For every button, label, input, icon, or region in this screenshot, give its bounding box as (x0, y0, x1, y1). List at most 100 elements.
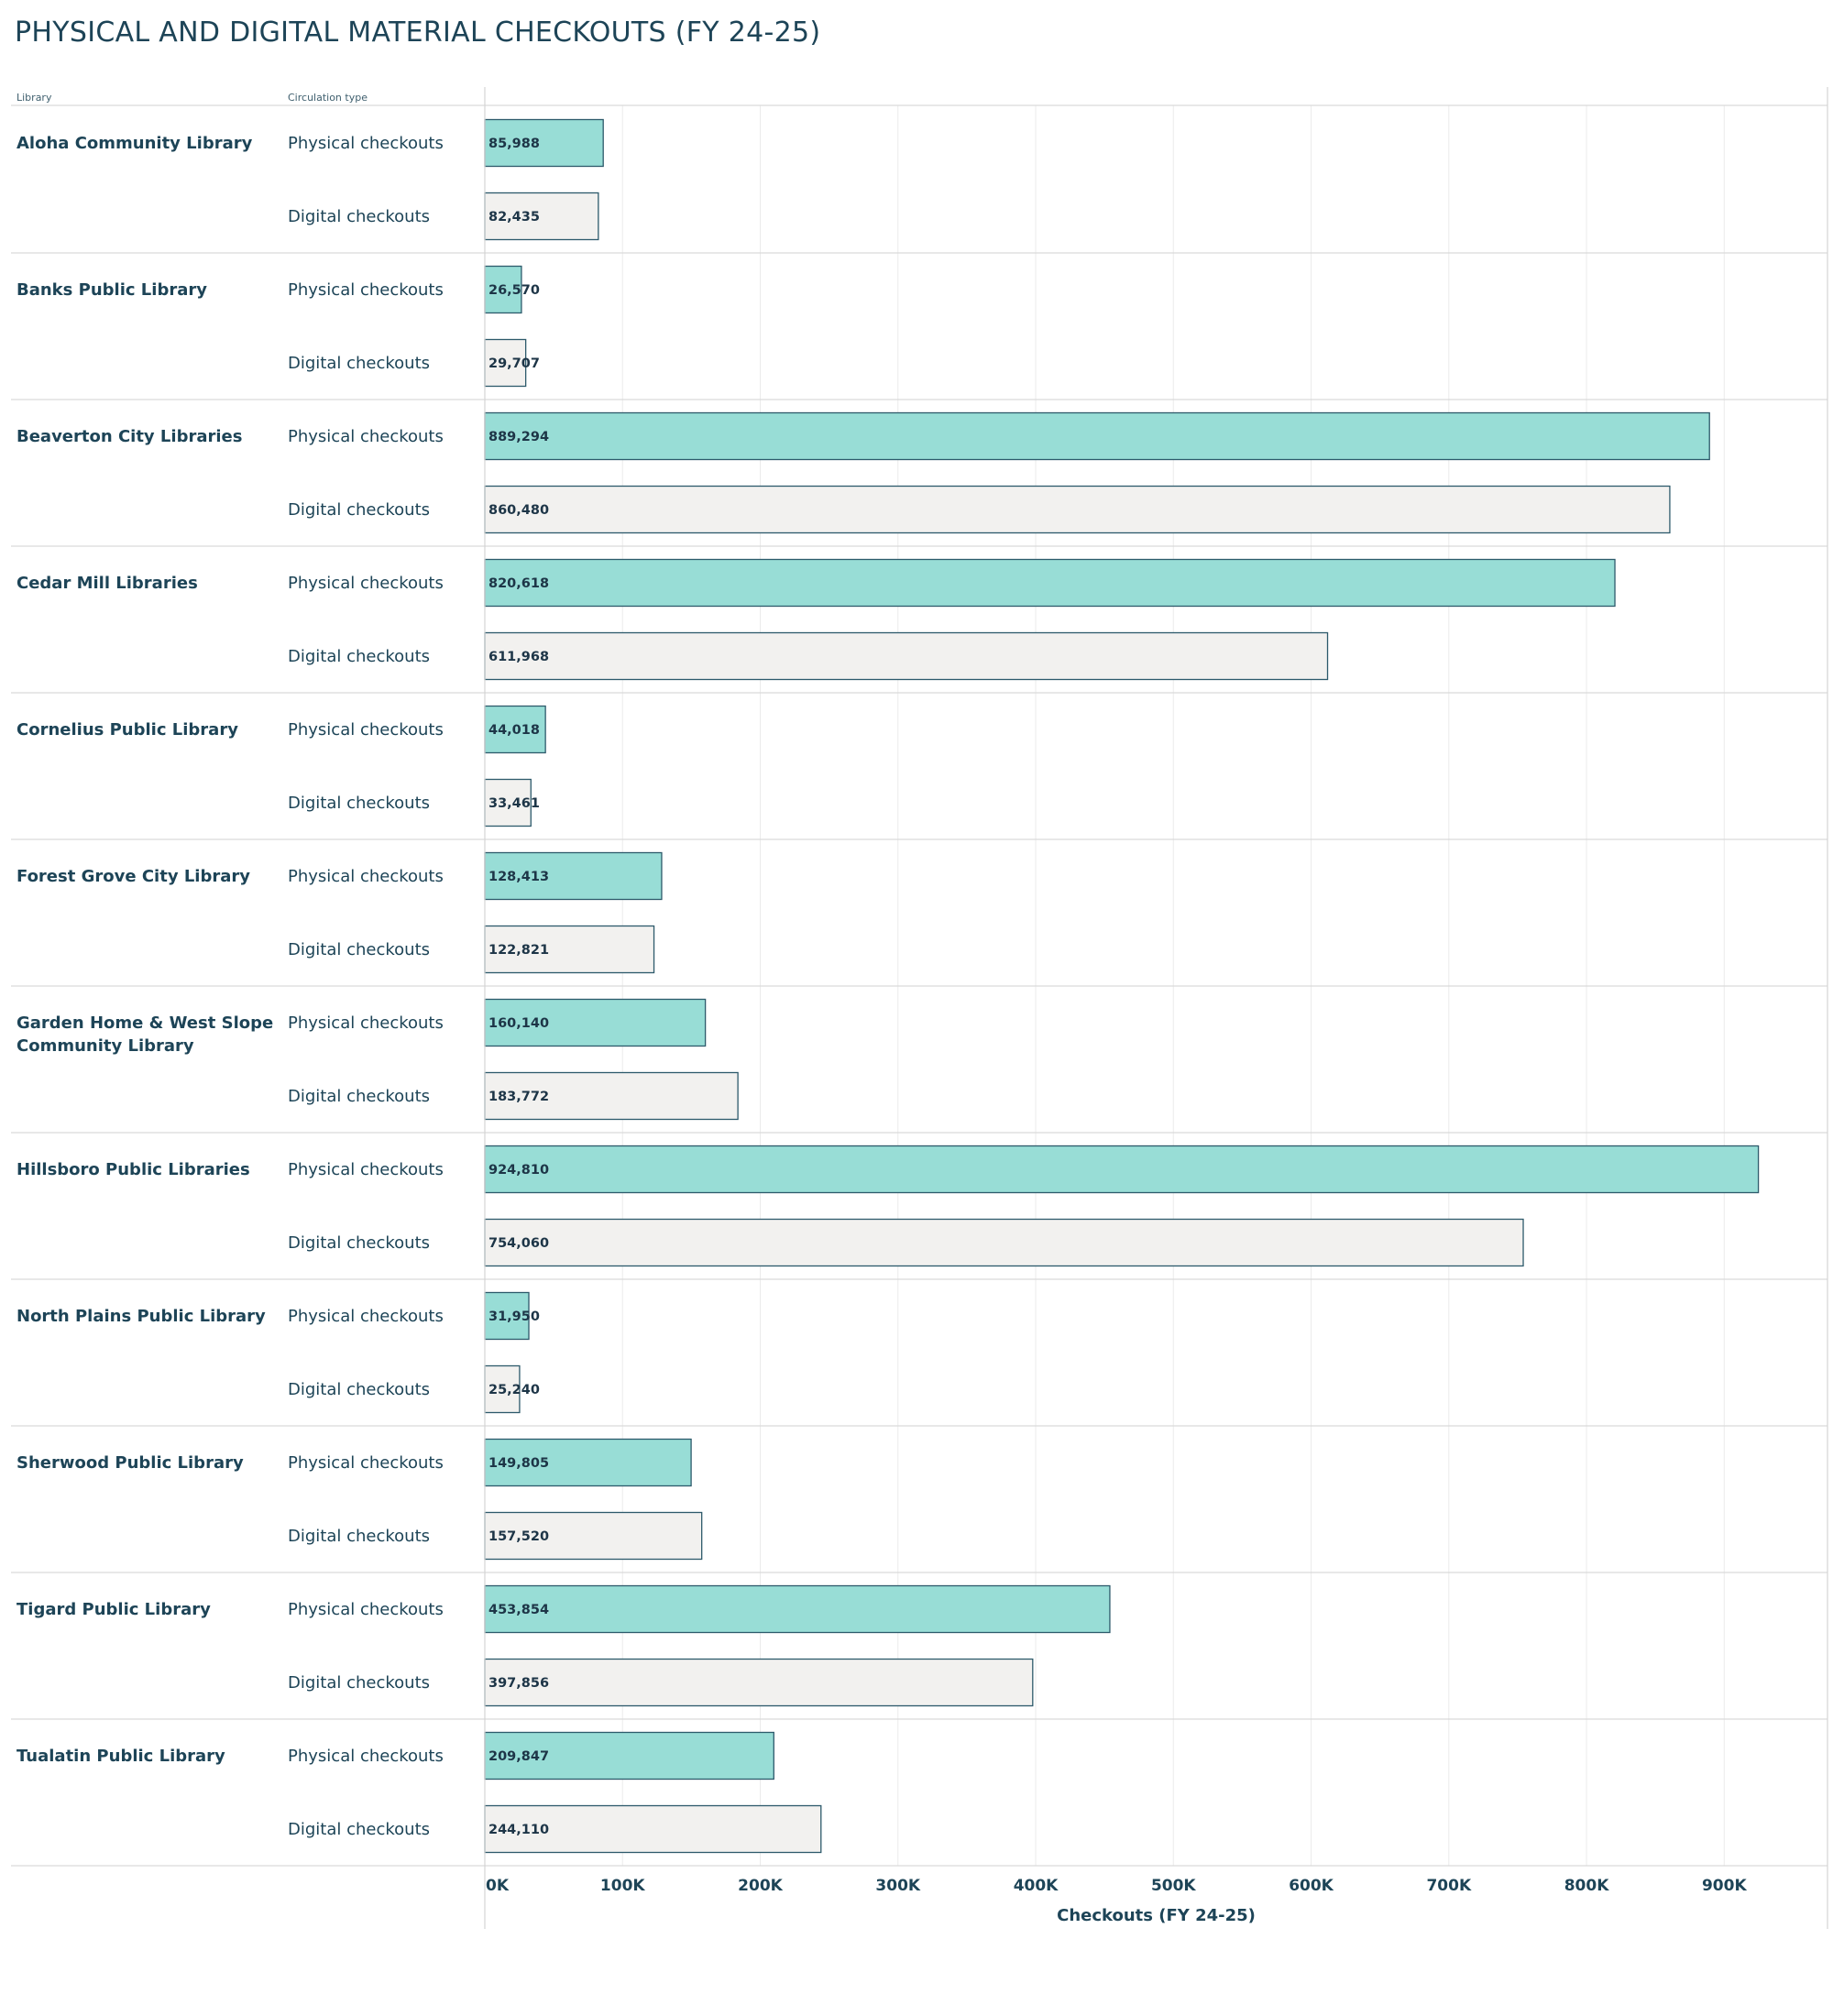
x-tick-label: 700K (1426, 1877, 1471, 1895)
circulation-type-label: Digital checkouts (288, 1380, 430, 1399)
circulation-type-label: Physical checkouts (288, 134, 444, 153)
bar-value-label: 31,950 (488, 1309, 540, 1324)
circulation-type-label: Digital checkouts (288, 794, 430, 813)
library-label: Tigard Public Library (16, 1600, 211, 1619)
bar-value-label: 82,435 (488, 210, 540, 225)
circulation-type-label: Digital checkouts (288, 1673, 430, 1693)
digital-checkouts-bar[interactable] (484, 485, 1671, 534)
library-label-line: Sherwood Public Library (16, 1453, 244, 1473)
library-label-line: Beaverton City Libraries (16, 427, 242, 446)
library-label-line: Aloha Community Library (16, 134, 253, 153)
column-header-library: Library (16, 92, 52, 104)
library-label: Garden Home & West Slope Community Librar… (16, 1013, 273, 1056)
library-label: Cornelius Public Library (16, 720, 238, 740)
x-tick-label: 600K (1289, 1877, 1334, 1895)
circulation-type-label: Physical checkouts (288, 574, 444, 593)
library-label: Aloha Community Library (16, 134, 253, 153)
digital-checkouts-bar[interactable] (484, 1658, 1034, 1707)
circulation-type-label: Physical checkouts (288, 1747, 444, 1766)
bar-value-label: 149,805 (488, 1456, 549, 1471)
rows-layer: Aloha Community Library Physical checkout… (11, 104, 1828, 1867)
bar-value-label: 160,140 (488, 1016, 549, 1031)
physical-checkouts-bar[interactable] (484, 118, 604, 168)
bar-value-label: 244,110 (488, 1823, 549, 1837)
x-tick-label: 0K (486, 1877, 510, 1895)
digital-checkouts-bar[interactable] (484, 192, 599, 241)
circulation-type-label: Digital checkouts (288, 500, 430, 520)
library-label-line: North Plains Public Library (16, 1307, 266, 1326)
x-axis-title: Checkouts (FY 24-25) (1057, 1906, 1256, 1925)
digital-checkouts-bar[interactable] (484, 631, 1329, 681)
axis-layer: 0K 100K 200K 300K 400K 500K 600K 700K 800K 900K (484, 87, 1828, 1929)
bar-value-label: 44,018 (488, 723, 540, 738)
x-tick-label: 900K (1702, 1877, 1747, 1895)
bar-value-label: 397,856 (488, 1676, 549, 1691)
library-label-line: Tigard Public Library (16, 1600, 211, 1619)
circulation-type-label: Digital checkouts (288, 207, 430, 226)
circulation-type-label: Physical checkouts (288, 1600, 444, 1619)
circulation-type-label: Digital checkouts (288, 1820, 430, 1839)
physical-checkouts-bar[interactable] (484, 1584, 1111, 1634)
library-label-line: Cedar Mill Libraries (16, 574, 198, 593)
physical-checkouts-bar[interactable] (484, 851, 663, 901)
bar-value-label: 122,821 (488, 943, 549, 958)
physical-checkouts-bar[interactable] (484, 1731, 774, 1780)
x-tick-label: 100K (600, 1877, 645, 1895)
digital-checkouts-bar[interactable] (484, 1218, 1524, 1267)
x-tick-label: 400K (1014, 1877, 1059, 1895)
library-label-line: Cornelius Public Library (16, 720, 238, 740)
bar-value-label: 85,988 (488, 137, 540, 151)
x-tick-label: 500K (1151, 1877, 1196, 1895)
library-label: Cedar Mill Libraries (16, 574, 198, 593)
library-label-line: Hillsboro Public Libraries (16, 1160, 250, 1179)
physical-checkouts-bar[interactable] (484, 558, 1616, 608)
bar-value-label: 25,240 (488, 1383, 540, 1397)
digital-checkouts-bar[interactable] (484, 1804, 822, 1854)
bar-value-label: 26,570 (488, 283, 540, 298)
bar-value-label: 183,772 (488, 1090, 549, 1104)
circulation-type-label: Digital checkouts (288, 1087, 430, 1106)
library-label-line: Tualatin Public Library (16, 1747, 225, 1766)
digital-checkouts-bar[interactable] (484, 1071, 739, 1121)
digital-checkouts-bar[interactable] (484, 338, 527, 388)
chart-title: PHYSICAL AND DIGITAL MATERIAL CHECKOUTS … (15, 16, 821, 49)
digital-checkouts-bar[interactable] (484, 925, 655, 974)
circulation-type-label: Physical checkouts (288, 1013, 444, 1033)
circulation-type-label: Physical checkouts (288, 1160, 444, 1179)
bar-value-label: 157,520 (488, 1529, 549, 1544)
bar-value-label: 754,060 (488, 1236, 549, 1251)
circulation-type-label: Physical checkouts (288, 280, 444, 300)
physical-checkouts-bar[interactable] (484, 1438, 692, 1487)
circulation-type-label: Physical checkouts (288, 427, 444, 446)
physical-checkouts-bar[interactable] (484, 265, 522, 314)
physical-checkouts-bar[interactable] (484, 411, 1710, 461)
library-label: Banks Public Library (16, 280, 207, 300)
library-label-line: Banks Public Library (16, 280, 207, 300)
digital-checkouts-bar[interactable] (484, 1364, 521, 1414)
library-label: North Plains Public Library (16, 1307, 266, 1326)
bar-value-label: 453,854 (488, 1603, 549, 1617)
library-label-line: Garden Home & West Slope (16, 1013, 273, 1033)
column-header-circulation-type: Circulation type (288, 92, 368, 104)
digital-checkouts-bar[interactable] (484, 1511, 703, 1561)
library-label: Tualatin Public Library (16, 1747, 225, 1766)
circulation-type-label: Physical checkouts (288, 1453, 444, 1473)
bar-value-label: 209,847 (488, 1749, 549, 1764)
circulation-type-label: Digital checkouts (288, 1233, 430, 1253)
bar-value-label: 29,707 (488, 356, 540, 371)
library-label-line: Forest Grove City Library (16, 867, 250, 886)
x-tick-label: 800K (1564, 1877, 1609, 1895)
bar-value-label: 611,968 (488, 650, 549, 664)
circulation-type-label: Digital checkouts (288, 354, 430, 373)
circulation-type-label: Digital checkouts (288, 647, 430, 666)
library-label: Sherwood Public Library (16, 1453, 244, 1473)
physical-checkouts-bar[interactable] (484, 998, 707, 1047)
circulation-type-label: Physical checkouts (288, 1307, 444, 1326)
bar-value-label: 924,810 (488, 1163, 549, 1178)
bar-value-label: 889,294 (488, 430, 549, 444)
bar-value-label: 820,618 (488, 576, 549, 591)
x-tick-label: 200K (738, 1877, 783, 1895)
physical-checkouts-bar[interactable] (484, 1145, 1760, 1194)
library-label: Hillsboro Public Libraries (16, 1160, 250, 1179)
